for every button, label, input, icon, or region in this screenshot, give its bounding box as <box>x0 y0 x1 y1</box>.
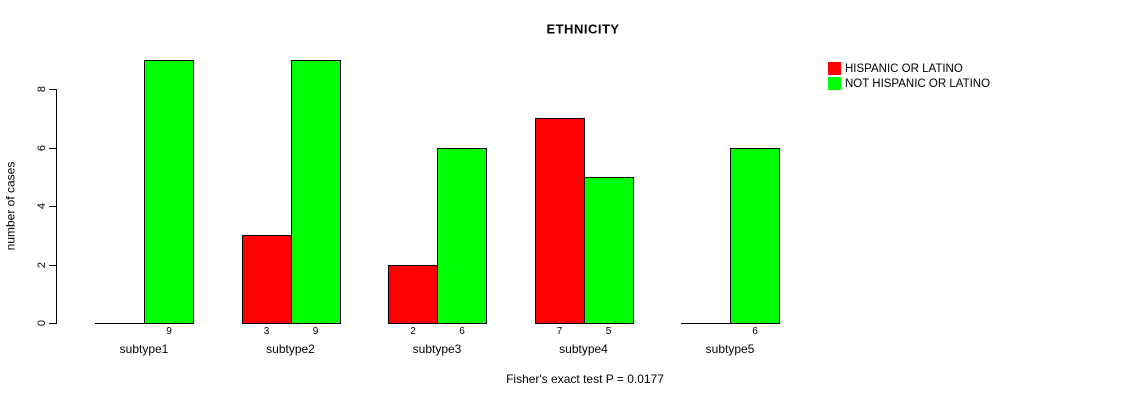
y-axis-line <box>56 89 57 324</box>
chart-title: ETHNICITY <box>546 21 620 37</box>
annotation-caption: Fisher's exact test P = 0.0177 <box>506 372 664 386</box>
y-tick-mark <box>49 147 56 149</box>
y-tick-label: 8 <box>36 85 48 93</box>
bar-value-label: 7 <box>556 325 563 337</box>
bar-hispanic-subtype2 <box>241 235 292 324</box>
legend-swatch-not-hispanic <box>828 77 841 90</box>
bar-value-label: 9 <box>166 325 172 337</box>
legend: HISPANIC OR LATINO NOT HISPANIC OR LATIN… <box>828 62 990 90</box>
y-tick-label: 6 <box>36 144 48 151</box>
category-label-subtype5: subtype5 <box>705 342 755 356</box>
legend-swatch-hispanic <box>828 62 841 75</box>
bar-hispanic-subtype5-zero <box>681 323 731 324</box>
category-label-subtype1: subtype1 <box>119 342 169 356</box>
bar-value-label: 2 <box>410 325 416 337</box>
y-tick-mark <box>49 264 56 266</box>
legend-label-not-hispanic: NOT HISPANIC OR LATINO <box>845 77 991 90</box>
bar-value-label: 6 <box>459 325 465 337</box>
legend-item-not-hispanic: NOT HISPANIC OR LATINO <box>828 77 990 90</box>
y-axis-title: number of cases <box>3 161 17 251</box>
bar-not-hispanic-subtype5 <box>730 147 780 324</box>
legend-label-hispanic: HISPANIC OR LATINO <box>845 62 963 75</box>
y-tick-mark <box>49 89 56 90</box>
bar-value-label: 6 <box>752 325 758 337</box>
bar-hispanic-subtype1-zero <box>95 323 145 324</box>
legend-item-hispanic: HISPANIC OR LATINO <box>828 62 990 75</box>
y-tick-label: 2 <box>36 261 48 268</box>
bar-not-hispanic-subtype1 <box>144 59 194 324</box>
bar-value-label: 3 <box>263 325 270 337</box>
bar-value-label: 9 <box>312 325 319 337</box>
bar-hispanic-subtype3 <box>388 264 438 324</box>
y-tick-label: 4 <box>36 202 48 210</box>
y-tick-mark <box>49 206 56 207</box>
bar-not-hispanic-subtype3 <box>437 147 487 324</box>
bar-not-hispanic-subtype4 <box>583 176 634 324</box>
bar-hispanic-subtype4 <box>534 118 585 324</box>
y-tick-mark <box>49 323 56 324</box>
category-label-subtype3: subtype3 <box>412 342 462 356</box>
bar-value-label: 5 <box>605 325 612 337</box>
category-label-subtype2: subtype2 <box>266 342 315 356</box>
category-label-subtype4: subtype4 <box>559 342 608 356</box>
bar-not-hispanic-subtype2 <box>290 59 341 324</box>
y-tick-label: 0 <box>36 319 48 327</box>
